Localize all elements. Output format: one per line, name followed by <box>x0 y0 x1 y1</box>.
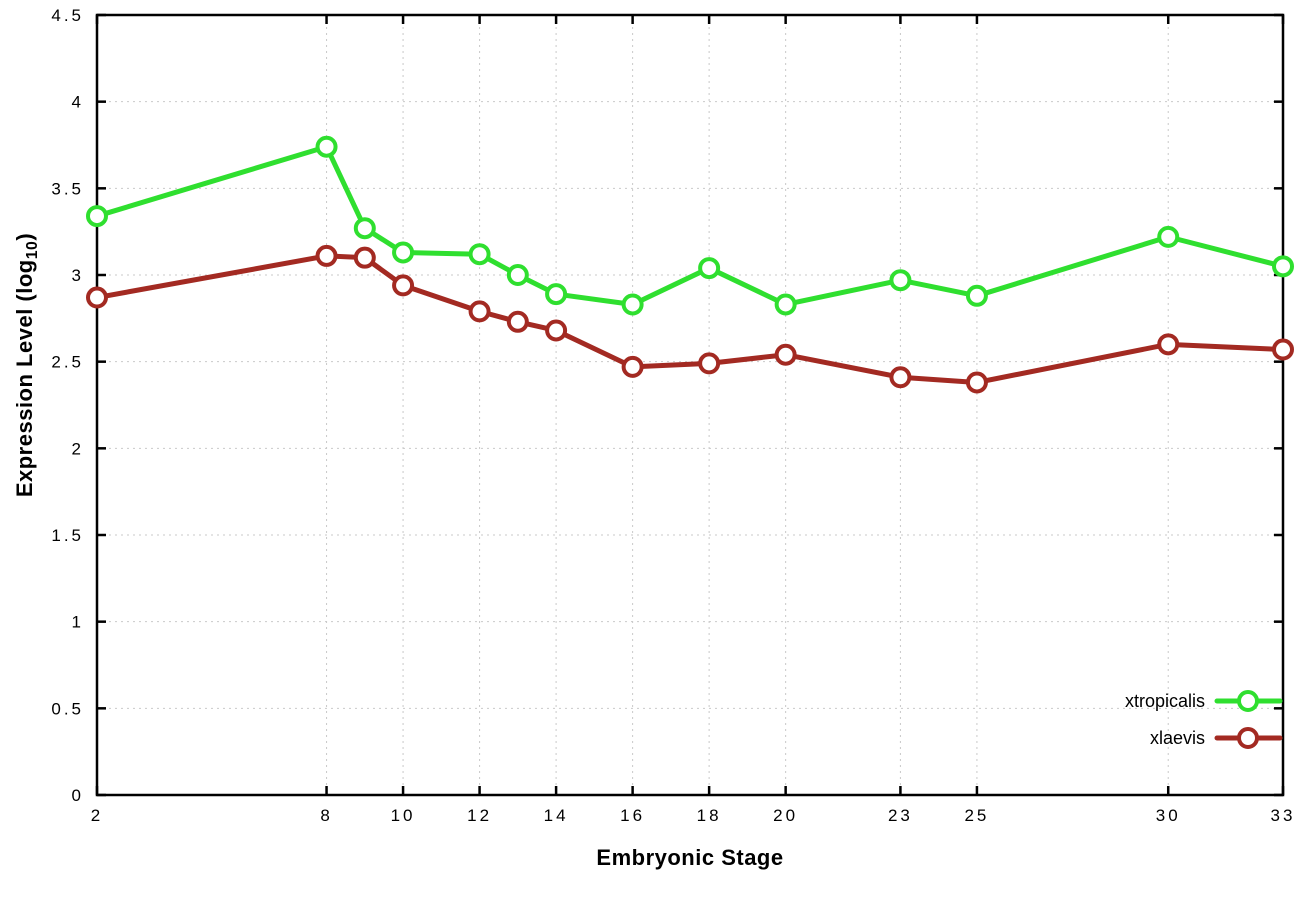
y-axis-title-text: Expression Level (log <box>11 259 37 498</box>
y-axis-title-subscript: 10 <box>24 240 42 260</box>
legend-marker-xtropicalis <box>1237 690 1259 712</box>
y-axis-title-suffix: ) <box>11 232 37 241</box>
y-tick-label: 1 <box>72 613 84 632</box>
x-tick-label: 20 <box>773 806 798 825</box>
y-axis-title: Expression Level (log10) <box>12 233 42 497</box>
data-point-xlaevis <box>698 352 721 375</box>
series-markers-xtropicalis <box>86 135 1294 316</box>
x-tick-label: 16 <box>620 806 645 825</box>
data-point-xtropicalis <box>889 269 912 292</box>
data-point-xlaevis <box>468 300 491 323</box>
data-point-xlaevis <box>889 366 912 389</box>
data-point-xtropicalis <box>621 293 644 316</box>
data-point-xtropicalis <box>545 283 568 306</box>
legend-label-xlaevis: xlaevis <box>1150 728 1205 748</box>
plot-border <box>95 13 1285 797</box>
data-point-xlaevis <box>86 286 108 309</box>
data-point-xlaevis <box>1157 333 1180 356</box>
x-tick-label: 2 <box>91 806 103 825</box>
legend-label-xtropicalis: xtropicalis <box>1125 691 1205 711</box>
x-tick-label: 14 <box>544 806 569 825</box>
data-point-xlaevis <box>545 319 568 342</box>
data-point-xlaevis <box>353 246 376 269</box>
x-axis-title: Embryonic Stage <box>596 845 784 870</box>
x-tick-label: 18 <box>697 806 722 825</box>
data-point-xtropicalis <box>86 205 108 228</box>
x-tick-label: 23 <box>888 806 913 825</box>
data-point-xtropicalis <box>392 241 415 264</box>
y-tick-label: 0.5 <box>51 699 84 718</box>
legend-marker-xlaevis <box>1237 727 1259 749</box>
data-point-xtropicalis <box>315 135 338 158</box>
series-markers-xlaevis <box>86 244 1294 394</box>
tick-labels: 2 8 10 12 14 16 18 20 23 25 30 33 0 0.5 1 1.5 2 2.5 3 3.5 4 4… <box>51 6 1296 825</box>
grid-lines <box>96 14 1284 796</box>
data-point-xtropicalis <box>1157 225 1180 248</box>
data-point-xtropicalis <box>468 243 491 266</box>
tick-marks <box>95 13 1285 797</box>
y-tick-label: 2 <box>72 439 84 458</box>
y-tick-label: 4.5 <box>51 6 84 25</box>
data-point-xtropicalis <box>698 257 721 280</box>
y-tick-label: 3.5 <box>51 179 84 198</box>
data-point-xlaevis <box>315 244 338 267</box>
data-point-xlaevis <box>1272 338 1294 361</box>
x-tick-label: 12 <box>467 806 492 825</box>
x-tick-label: 10 <box>391 806 416 825</box>
x-tick-label: 30 <box>1156 806 1181 825</box>
data-point-xlaevis <box>392 274 415 297</box>
data-point-xlaevis <box>965 371 988 394</box>
series-line-xtropicalis <box>94 144 1286 307</box>
data-point-xtropicalis <box>1272 255 1294 278</box>
data-point-xtropicalis <box>506 264 529 286</box>
data-point-xtropicalis <box>774 293 797 316</box>
y-tick-label: 4 <box>72 93 84 112</box>
x-tick-label: 25 <box>964 806 989 825</box>
data-point-xtropicalis <box>353 217 376 240</box>
data-point-xlaevis <box>621 355 644 378</box>
y-tick-label: 0 <box>72 786 84 805</box>
x-tick-label: 33 <box>1271 806 1296 825</box>
y-tick-label: 2.5 <box>51 353 84 372</box>
data-point-xlaevis <box>506 310 529 333</box>
y-tick-label: 3 <box>72 266 84 285</box>
legend: xtropicalis xlaevis <box>1125 690 1283 749</box>
data-point-xlaevis <box>774 343 797 366</box>
y-tick-label: 1.5 <box>51 526 84 545</box>
data-point-xtropicalis <box>965 284 988 307</box>
x-tick-label: 8 <box>320 806 332 825</box>
